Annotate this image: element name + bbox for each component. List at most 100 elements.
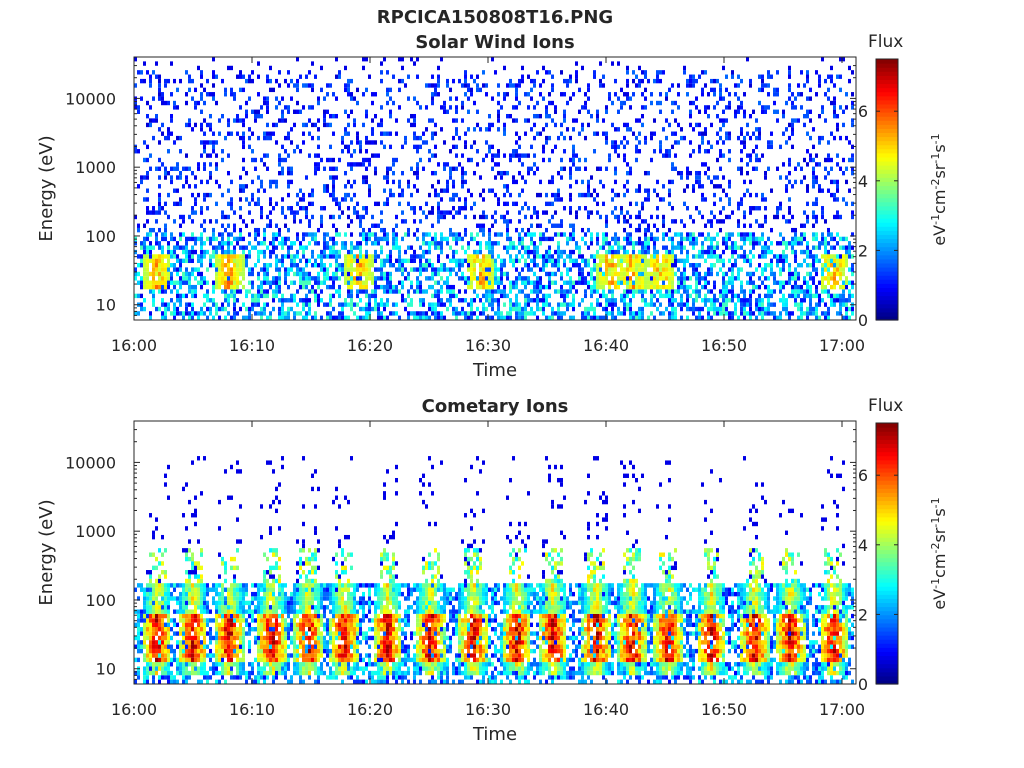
heatmap-cell bbox=[704, 284, 707, 290]
heatmap-cell bbox=[479, 127, 482, 132]
heatmap-cell bbox=[629, 263, 632, 268]
heatmap-cell bbox=[200, 276, 203, 281]
heatmap-cell bbox=[188, 122, 191, 128]
heatmap-cell bbox=[200, 210, 203, 215]
heatmap-cell bbox=[365, 289, 368, 294]
heatmap-cell bbox=[332, 293, 335, 299]
heatmap-cell bbox=[533, 284, 536, 290]
heatmap-cell bbox=[644, 284, 647, 290]
heatmap-cell bbox=[296, 232, 299, 237]
heatmap-cell bbox=[641, 284, 644, 290]
heatmap-cell bbox=[662, 311, 665, 316]
heatmap-cell bbox=[842, 263, 845, 268]
heatmap-cell bbox=[734, 113, 737, 119]
heatmap-cell bbox=[320, 214, 323, 220]
heatmap-cell bbox=[263, 227, 266, 233]
heatmap-cell bbox=[389, 311, 392, 316]
heatmap-cell bbox=[245, 245, 248, 250]
heatmap-cell bbox=[377, 201, 380, 207]
heatmap-cell bbox=[809, 289, 812, 294]
heatmap-cell bbox=[377, 153, 380, 158]
heatmap-cell bbox=[317, 298, 320, 303]
heatmap-cell bbox=[389, 276, 392, 281]
heatmap-cell bbox=[281, 241, 284, 246]
heatmap-cell bbox=[512, 149, 515, 154]
heatmap-cell bbox=[533, 170, 536, 176]
heatmap-cell bbox=[716, 157, 719, 163]
heatmap-cell bbox=[254, 245, 257, 250]
heatmap-cell bbox=[833, 293, 836, 299]
heatmap-cell bbox=[518, 302, 521, 307]
heatmap-cell bbox=[707, 149, 710, 154]
heatmap-cell bbox=[347, 258, 350, 264]
heatmap-cell bbox=[185, 179, 188, 185]
heatmap-cell bbox=[806, 131, 809, 136]
heatmap-cell bbox=[827, 87, 830, 93]
heatmap-cell bbox=[245, 293, 248, 299]
heatmap-cell bbox=[272, 298, 275, 303]
heatmap-cell bbox=[671, 298, 674, 303]
heatmap-cell bbox=[155, 254, 158, 259]
heatmap-cell bbox=[512, 175, 515, 180]
heatmap-cell bbox=[641, 280, 644, 285]
heatmap-cell bbox=[353, 267, 356, 272]
heatmap-cell bbox=[386, 258, 389, 264]
heatmap-cell bbox=[764, 206, 767, 211]
heatmap-cell bbox=[548, 236, 551, 242]
heatmap-cell bbox=[761, 83, 764, 88]
heatmap-cell bbox=[434, 267, 437, 272]
heatmap-cell bbox=[551, 100, 554, 106]
heatmap-cell bbox=[332, 192, 335, 198]
heatmap-cell bbox=[242, 87, 245, 93]
heatmap-cell bbox=[335, 271, 338, 277]
heatmap-cell bbox=[581, 192, 584, 198]
heatmap-cell bbox=[665, 245, 668, 250]
heatmap-cell bbox=[335, 241, 338, 246]
heatmap-cell bbox=[509, 254, 512, 259]
heatmap-cell bbox=[365, 210, 368, 215]
heatmap-cell bbox=[152, 245, 155, 250]
heatmap-cell bbox=[386, 70, 389, 75]
heatmap-cell bbox=[695, 179, 698, 185]
heatmap-cell bbox=[584, 206, 587, 211]
heatmap-cell bbox=[425, 127, 428, 132]
heatmap-cell bbox=[251, 70, 254, 75]
heatmap-cell bbox=[434, 83, 437, 88]
heatmap-cell bbox=[521, 289, 524, 294]
heatmap-cell bbox=[794, 241, 797, 246]
heatmap-cell bbox=[650, 289, 653, 294]
heatmap-cell bbox=[284, 254, 287, 259]
heatmap-cell bbox=[428, 118, 431, 123]
heatmap-cell bbox=[239, 214, 242, 220]
heatmap-cell bbox=[146, 122, 149, 128]
heatmap-cell bbox=[278, 70, 281, 75]
heatmap-cell bbox=[749, 271, 752, 277]
heatmap-cell bbox=[260, 249, 263, 255]
heatmap-cell bbox=[671, 258, 674, 264]
heatmap-cell bbox=[623, 214, 626, 220]
heatmap-cell bbox=[548, 219, 551, 224]
heatmap-cell bbox=[416, 149, 419, 154]
heatmap-cell bbox=[404, 232, 407, 237]
heatmap-cell bbox=[800, 298, 803, 303]
heatmap-cell bbox=[641, 113, 644, 119]
heatmap-cell bbox=[485, 263, 488, 268]
heatmap-cell bbox=[656, 179, 659, 185]
heatmap-cell bbox=[290, 127, 293, 132]
heatmap-cell bbox=[617, 306, 620, 312]
heatmap-cell bbox=[791, 184, 794, 189]
heatmap-cell bbox=[728, 201, 731, 207]
heatmap-cell bbox=[755, 219, 758, 224]
heatmap-cell bbox=[698, 184, 701, 189]
heatmap-cell bbox=[677, 276, 680, 281]
heatmap-cell bbox=[143, 280, 146, 285]
heatmap-cell bbox=[812, 258, 815, 264]
heatmap-cell bbox=[545, 236, 548, 242]
heatmap-cell bbox=[494, 311, 497, 316]
heatmap-cell bbox=[359, 276, 362, 281]
heatmap-cell bbox=[440, 105, 443, 110]
heatmap-cell bbox=[650, 157, 653, 163]
heatmap-cell bbox=[215, 166, 218, 171]
heatmap-cell bbox=[590, 192, 593, 198]
heatmap-cell bbox=[695, 122, 698, 128]
